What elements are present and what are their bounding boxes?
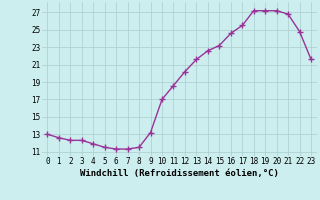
X-axis label: Windchill (Refroidissement éolien,°C): Windchill (Refroidissement éolien,°C) [80,169,279,178]
